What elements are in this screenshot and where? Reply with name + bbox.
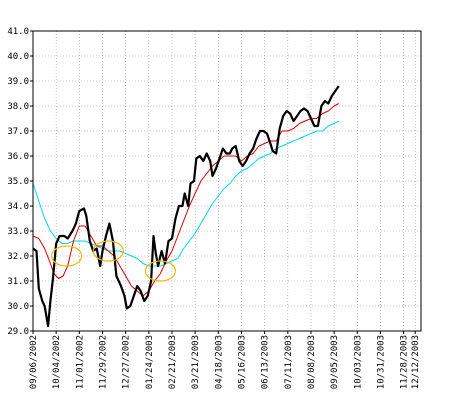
x-tick-label: 11/28/2003 (400, 335, 410, 389)
x-tick-label: 01/24/2003 (145, 335, 155, 389)
x-tick-label: 12/27/2002 (122, 335, 132, 389)
x-tick-label: 10/31/2003 (376, 335, 386, 389)
x-tick-label: 12/12/2003 (411, 335, 421, 389)
x-tick-label: 10/03/2003 (353, 335, 363, 389)
x-tick-label: 04/18/2003 (214, 335, 224, 389)
x-tick-label: 06/13/2003 (261, 335, 271, 389)
annotation-ellipse (92, 240, 124, 262)
x-tick-label: 05/16/2003 (237, 335, 247, 389)
y-tick-label: 31.0 (7, 277, 29, 287)
grid-lines (33, 31, 421, 331)
y-tick-label: 40.0 (7, 52, 29, 62)
annotation-ellipse (144, 260, 177, 282)
annotation-ellipse (50, 245, 83, 267)
y-tick-label: 33.0 (7, 227, 29, 237)
y-tick-label: 30.0 (7, 302, 29, 312)
x-tick-label: 09/06/2002 (29, 335, 39, 389)
y-tick-label: 37.0 (7, 127, 29, 137)
x-tick-label: 02/21/2003 (168, 335, 178, 389)
y-tick-label: 34.0 (7, 202, 29, 212)
x-tick-label: 11/29/2002 (98, 335, 108, 389)
y-tick-label: 36.0 (7, 152, 29, 162)
plot-area-frame (32, 30, 422, 332)
x-tick-label: 03/21/2003 (191, 335, 201, 389)
y-tick-label: 38.0 (7, 102, 29, 112)
series-line-ma-short (32, 103, 340, 297)
y-tick-label: 35.0 (7, 177, 29, 187)
series-line-ma-long (32, 120, 340, 267)
series-lines (32, 85, 340, 328)
y-tick-label: 39.0 (7, 77, 29, 87)
x-axis-ticks: 09/06/2002 10/04/2002 11/01/2002 11/29/2002… (29, 331, 421, 389)
y-tick-label: 41.0 (7, 27, 29, 37)
x-tick-label: 08/08/2003 (307, 335, 317, 389)
x-tick-label: 07/11/2003 (284, 335, 294, 389)
series-line-price (32, 85, 340, 328)
y-axis-ticks: 29.0 30.0 31.0 32.0 33.0 34.0 35.0 36.0 37.0 38.0… (7, 27, 33, 337)
x-tick-label: 09/05/2003 (330, 335, 340, 389)
x-tick-label: 11/01/2002 (75, 335, 85, 389)
y-tick-label: 32.0 (7, 252, 29, 262)
x-tick-label: 10/04/2002 (52, 335, 62, 389)
y-tick-label: 29.0 (7, 327, 29, 337)
annotation-markers (50, 240, 177, 282)
